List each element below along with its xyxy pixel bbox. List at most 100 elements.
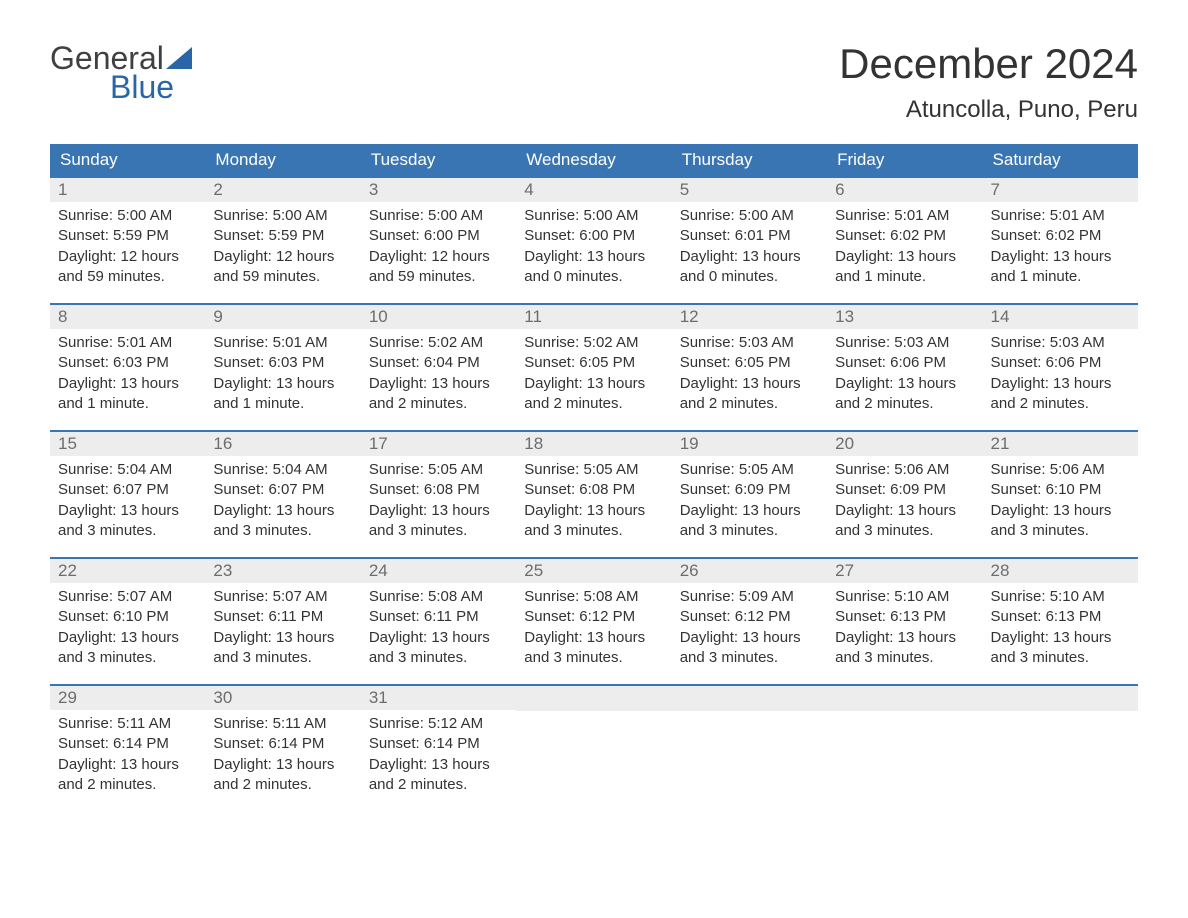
calendar: Sunday Monday Tuesday Wednesday Thursday…	[50, 144, 1138, 811]
day-info-line: Sunrise: 5:07 AM	[58, 587, 197, 607]
day-info-line: Sunset: 6:07 PM	[58, 480, 197, 500]
day-cell: 13Sunrise: 5:03 AMSunset: 6:06 PMDayligh…	[827, 305, 982, 430]
day-cell	[983, 686, 1138, 811]
day-info-line: Daylight: 13 hours	[524, 247, 663, 267]
weekday-header: Thursday	[672, 144, 827, 176]
day-number-row: 12	[672, 305, 827, 329]
day-cell	[516, 686, 671, 811]
empty-day-row	[827, 686, 982, 711]
day-cell: 19Sunrise: 5:05 AMSunset: 6:09 PMDayligh…	[672, 432, 827, 557]
day-number: 28	[991, 561, 1010, 580]
day-info-line: and 2 minutes.	[524, 394, 663, 414]
day-cell: 27Sunrise: 5:10 AMSunset: 6:13 PMDayligh…	[827, 559, 982, 684]
day-info-line: and 3 minutes.	[991, 521, 1130, 541]
day-info-line: Daylight: 13 hours	[369, 501, 508, 521]
day-info-line: Sunrise: 5:03 AM	[680, 333, 819, 353]
day-info-line: and 0 minutes.	[524, 267, 663, 287]
day-info-line: Sunrise: 5:04 AM	[58, 460, 197, 480]
day-info-line: Sunset: 6:14 PM	[369, 734, 508, 754]
day-info-line: and 1 minute.	[835, 267, 974, 287]
calendar-header-row: Sunday Monday Tuesday Wednesday Thursday…	[50, 144, 1138, 176]
day-cell: 29 Sunrise: 5:11 AMSunset: 6:14 PMDayligh…	[50, 686, 205, 811]
day-cell: 10Sunrise: 5:02 AMSunset: 6:04 PMDayligh…	[361, 305, 516, 430]
day-cell: 25Sunrise: 5:08 AMSunset: 6:12 PMDayligh…	[516, 559, 671, 684]
empty-day-row	[983, 686, 1138, 711]
empty-day-row	[516, 686, 671, 711]
weekday-header: Tuesday	[361, 144, 516, 176]
day-number-row: 3	[361, 178, 516, 202]
day-info-line: and 3 minutes.	[369, 521, 508, 541]
day-info-line: and 2 minutes.	[213, 775, 352, 795]
day-info-line: and 3 minutes.	[213, 648, 352, 668]
day-info-line: Sunrise: 5:07 AM	[213, 587, 352, 607]
day-cell	[672, 686, 827, 811]
day-cell: 9 Sunrise: 5:01 AMSunset: 6:03 PMDaylight…	[205, 305, 360, 430]
day-content: Sunrise: 5:12 AMSunset: 6:14 PMDaylight:…	[361, 710, 516, 807]
day-number: 26	[680, 561, 699, 580]
day-info-line: Sunset: 6:11 PM	[369, 607, 508, 627]
day-info-line: and 3 minutes.	[835, 521, 974, 541]
day-number-row: 19	[672, 432, 827, 456]
day-info-line: Daylight: 13 hours	[369, 374, 508, 394]
day-number-row: 15	[50, 432, 205, 456]
day-content: Sunrise: 5:00 AMSunset: 6:00 PMDaylight:…	[361, 202, 516, 299]
logo: General Blue	[50, 40, 192, 106]
day-info-line: Daylight: 13 hours	[213, 628, 352, 648]
day-number-row: 13	[827, 305, 982, 329]
day-info-line: Sunrise: 5:01 AM	[58, 333, 197, 353]
day-info-line: Sunrise: 5:00 AM	[680, 206, 819, 226]
day-info-line: Sunset: 6:07 PM	[213, 480, 352, 500]
day-number: 29	[58, 688, 77, 707]
weeks-container: 1Sunrise: 5:00 AMSunset: 5:59 PMDaylight…	[50, 176, 1138, 811]
day-info-line: Sunrise: 5:03 AM	[835, 333, 974, 353]
day-info-line: Sunrise: 5:08 AM	[524, 587, 663, 607]
day-info-line: Sunrise: 5:06 AM	[835, 460, 974, 480]
day-content: Sunrise: 5:00 AMSunset: 6:01 PMDaylight:…	[672, 202, 827, 299]
week-row: 29 Sunrise: 5:11 AMSunset: 6:14 PMDayligh…	[50, 684, 1138, 811]
day-info-line: Daylight: 12 hours	[213, 247, 352, 267]
day-cell: 26Sunrise: 5:09 AMSunset: 6:12 PMDayligh…	[672, 559, 827, 684]
day-number: 5	[680, 180, 689, 199]
day-content: Sunrise: 5:04 AMSunset: 6:07 PMDaylight:…	[50, 456, 205, 553]
day-content: Sunrise: 5:08 AMSunset: 6:12 PMDaylight:…	[516, 583, 671, 680]
day-info-line: Daylight: 13 hours	[524, 501, 663, 521]
day-info-line: Sunset: 6:08 PM	[369, 480, 508, 500]
day-content: Sunrise: 5:03 AMSunset: 6:05 PMDaylight:…	[672, 329, 827, 426]
day-content: Sunrise: 5:04 AMSunset: 6:07 PMDaylight:…	[205, 456, 360, 553]
day-cell: 3Sunrise: 5:00 AMSunset: 6:00 PMDaylight…	[361, 178, 516, 303]
day-info-line: Sunset: 5:59 PM	[213, 226, 352, 246]
day-number: 9	[213, 307, 222, 326]
day-content: Sunrise: 5:02 AMSunset: 6:05 PMDaylight:…	[516, 329, 671, 426]
month-title: December 2024	[839, 40, 1138, 88]
day-info-line: Daylight: 13 hours	[991, 628, 1130, 648]
day-number-row: 23	[205, 559, 360, 583]
day-cell: 28Sunrise: 5:10 AMSunset: 6:13 PMDayligh…	[983, 559, 1138, 684]
day-content: Sunrise: 5:06 AMSunset: 6:10 PMDaylight:…	[983, 456, 1138, 553]
day-content: Sunrise: 5:05 AMSunset: 6:08 PMDaylight:…	[516, 456, 671, 553]
day-content: Sunrise: 5:02 AMSunset: 6:04 PMDaylight:…	[361, 329, 516, 426]
day-content: Sunrise: 5:11 AMSunset: 6:14 PMDaylight:…	[50, 710, 205, 807]
day-info-line: Daylight: 13 hours	[524, 628, 663, 648]
day-info-line: Daylight: 13 hours	[991, 501, 1130, 521]
day-number: 23	[213, 561, 232, 580]
day-content: Sunrise: 5:07 AMSunset: 6:10 PMDaylight:…	[50, 583, 205, 680]
day-info-line: Daylight: 13 hours	[524, 374, 663, 394]
day-number-row: 26	[672, 559, 827, 583]
day-content: Sunrise: 5:01 AMSunset: 6:03 PMDaylight:…	[205, 329, 360, 426]
day-number: 24	[369, 561, 388, 580]
day-content: Sunrise: 5:00 AMSunset: 5:59 PMDaylight:…	[50, 202, 205, 299]
day-content: Sunrise: 5:00 AMSunset: 5:59 PMDaylight:…	[205, 202, 360, 299]
day-info-line: Sunrise: 5:04 AM	[213, 460, 352, 480]
day-info-line: and 1 minute.	[991, 267, 1130, 287]
day-info-line: Sunset: 6:00 PM	[524, 226, 663, 246]
weekday-header: Friday	[827, 144, 982, 176]
day-info-line: Sunrise: 5:00 AM	[213, 206, 352, 226]
day-number: 16	[213, 434, 232, 453]
day-info-line: Sunrise: 5:06 AM	[991, 460, 1130, 480]
day-info-line: and 59 minutes.	[213, 267, 352, 287]
day-info-line: Sunset: 6:12 PM	[680, 607, 819, 627]
day-number: 13	[835, 307, 854, 326]
day-info-line: Sunset: 6:06 PM	[991, 353, 1130, 373]
day-cell: 23Sunrise: 5:07 AMSunset: 6:11 PMDayligh…	[205, 559, 360, 684]
day-number-row: 17	[361, 432, 516, 456]
